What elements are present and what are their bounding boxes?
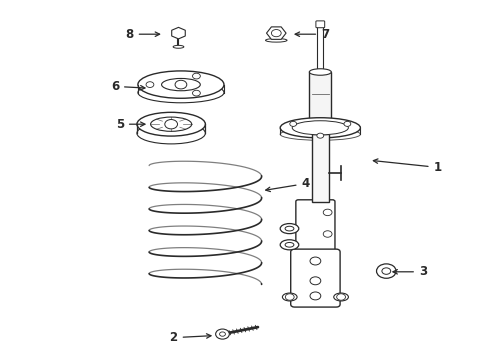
Circle shape [146, 82, 154, 87]
Text: 3: 3 [392, 265, 426, 278]
Ellipse shape [280, 128, 360, 140]
Ellipse shape [137, 112, 205, 136]
Polygon shape [266, 27, 285, 39]
Circle shape [336, 294, 345, 300]
Polygon shape [171, 27, 185, 39]
Ellipse shape [285, 243, 293, 247]
FancyBboxPatch shape [309, 72, 331, 126]
Ellipse shape [285, 226, 293, 231]
Circle shape [175, 80, 186, 89]
Circle shape [316, 133, 323, 138]
Circle shape [323, 209, 331, 216]
Ellipse shape [137, 122, 205, 144]
Text: 6: 6 [111, 80, 144, 93]
Ellipse shape [138, 82, 224, 103]
Circle shape [343, 121, 350, 126]
Ellipse shape [150, 117, 191, 131]
Ellipse shape [280, 224, 298, 234]
Ellipse shape [292, 121, 347, 135]
Circle shape [219, 332, 225, 336]
Circle shape [192, 90, 200, 96]
Text: 1: 1 [372, 159, 441, 174]
Text: 4: 4 [265, 177, 309, 192]
Circle shape [215, 329, 229, 339]
Ellipse shape [280, 118, 360, 138]
Ellipse shape [265, 39, 286, 42]
Circle shape [309, 257, 320, 265]
Circle shape [381, 268, 390, 274]
Ellipse shape [333, 293, 347, 301]
Circle shape [192, 73, 200, 79]
Circle shape [164, 120, 177, 129]
Text: 7: 7 [295, 28, 328, 41]
Circle shape [309, 292, 320, 300]
Ellipse shape [376, 268, 395, 274]
Ellipse shape [280, 240, 298, 250]
FancyBboxPatch shape [315, 21, 324, 28]
Text: 8: 8 [125, 28, 159, 41]
Circle shape [323, 231, 331, 237]
Circle shape [376, 264, 395, 278]
Ellipse shape [161, 78, 200, 91]
Circle shape [289, 121, 296, 126]
FancyBboxPatch shape [295, 200, 334, 254]
FancyBboxPatch shape [317, 23, 323, 72]
Circle shape [271, 30, 281, 37]
Ellipse shape [308, 69, 331, 75]
Ellipse shape [282, 293, 296, 301]
Circle shape [309, 277, 320, 285]
Text: 2: 2 [169, 331, 210, 344]
Ellipse shape [138, 71, 224, 98]
Ellipse shape [173, 45, 183, 48]
Circle shape [285, 294, 294, 300]
FancyBboxPatch shape [290, 249, 340, 307]
Text: 5: 5 [116, 118, 144, 131]
FancyBboxPatch shape [311, 134, 328, 202]
